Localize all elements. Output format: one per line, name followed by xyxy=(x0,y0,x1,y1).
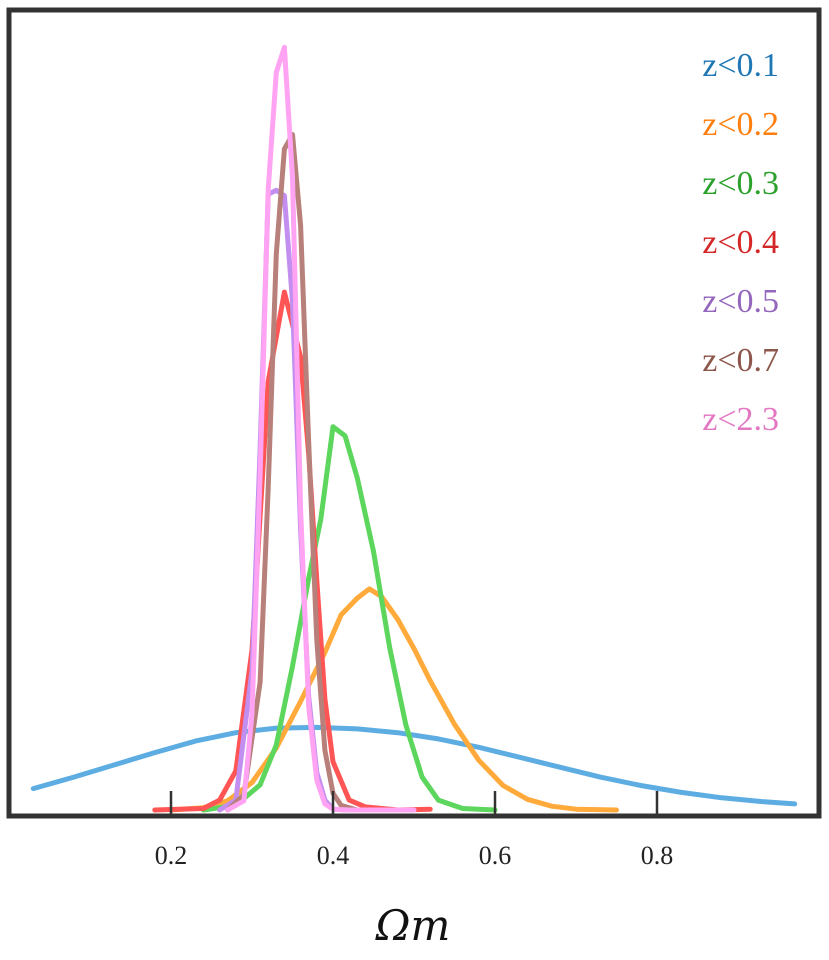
series-layer xyxy=(30,44,798,813)
legend-entry: z<0.2 xyxy=(702,106,779,143)
legend-entry: z<0.4 xyxy=(702,224,779,261)
series-line-z0.4 xyxy=(152,289,433,813)
x-tick-label: 0.4 xyxy=(317,841,350,870)
legend-entry: z<0.3 xyxy=(702,165,779,202)
series-line-z0.3 xyxy=(200,424,498,813)
x-tick-label: 0.8 xyxy=(641,841,674,870)
series-line-z2.3 xyxy=(225,44,417,813)
legend-entry: z<2.3 xyxy=(702,401,779,438)
x-tick-label: 0.2 xyxy=(155,841,188,870)
legend-entry: z<0.7 xyxy=(702,342,779,379)
series-line-z0.7 xyxy=(225,132,360,813)
series-line-z0.1 xyxy=(30,724,798,807)
legend: z<0.1 z<0.2 z<0.3 z<0.4 z<0.5 z<0.7 z<2.3 xyxy=(702,47,779,438)
legend-entry: z<0.5 xyxy=(702,283,779,320)
x-axis-ticks: 0.2 0.4 0.6 0.8 xyxy=(155,791,674,870)
legend-entry: z<0.1 xyxy=(702,47,779,84)
x-axis-title: Ωm xyxy=(375,901,451,950)
x-tick-label: 0.6 xyxy=(479,841,512,870)
plot-frame xyxy=(6,7,822,819)
